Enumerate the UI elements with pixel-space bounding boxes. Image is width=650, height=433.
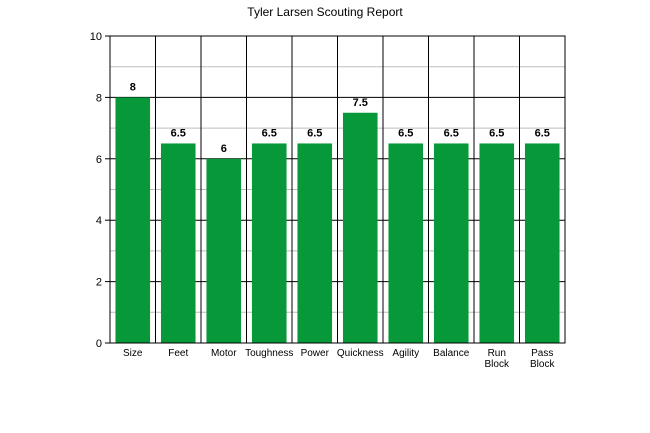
data-label: 6.5 bbox=[262, 127, 277, 139]
y-tick-label: 2 bbox=[96, 277, 102, 289]
bar bbox=[342, 112, 378, 343]
x-category-label: Agility bbox=[392, 348, 419, 359]
bar bbox=[297, 143, 333, 343]
bar bbox=[388, 143, 424, 343]
data-label: 6 bbox=[221, 143, 227, 155]
x-category-label: Feet bbox=[168, 348, 188, 359]
x-category-label: Block bbox=[530, 359, 555, 370]
data-label: 6.5 bbox=[171, 127, 186, 139]
bar bbox=[115, 97, 151, 344]
x-category-label: Pass bbox=[531, 348, 553, 359]
bar bbox=[433, 143, 469, 343]
bar bbox=[160, 143, 196, 343]
chart-title: Tyler Larsen Scouting Report bbox=[247, 5, 403, 19]
y-tick-label: 6 bbox=[96, 154, 102, 166]
x-category-label: Block bbox=[485, 359, 510, 370]
data-label: 6.5 bbox=[535, 127, 550, 139]
bar bbox=[206, 158, 242, 343]
data-label: 6.5 bbox=[307, 127, 322, 139]
data-label: 6.5 bbox=[444, 127, 459, 139]
data-label: 8 bbox=[130, 81, 136, 93]
data-label: 6.5 bbox=[398, 127, 413, 139]
x-category-label: Motor bbox=[211, 348, 237, 359]
x-category-label: Toughness bbox=[245, 348, 293, 359]
bar bbox=[524, 143, 560, 343]
y-tick-label: 8 bbox=[96, 92, 102, 104]
x-category-label: Balance bbox=[433, 348, 470, 359]
y-tick-label: 4 bbox=[96, 215, 102, 227]
bar bbox=[479, 143, 515, 343]
x-category-label: Size bbox=[123, 348, 143, 359]
data-label: 6.5 bbox=[489, 127, 504, 139]
x-category-label: Quickness bbox=[337, 348, 384, 359]
y-tick-label: 10 bbox=[90, 31, 102, 43]
data-label: 7.5 bbox=[353, 97, 368, 109]
x-category-label: Run bbox=[488, 348, 506, 359]
bar bbox=[251, 143, 287, 343]
plot-frame bbox=[109, 35, 566, 344]
x-category-label: Power bbox=[301, 348, 330, 359]
y-tick-label: 0 bbox=[96, 338, 102, 350]
